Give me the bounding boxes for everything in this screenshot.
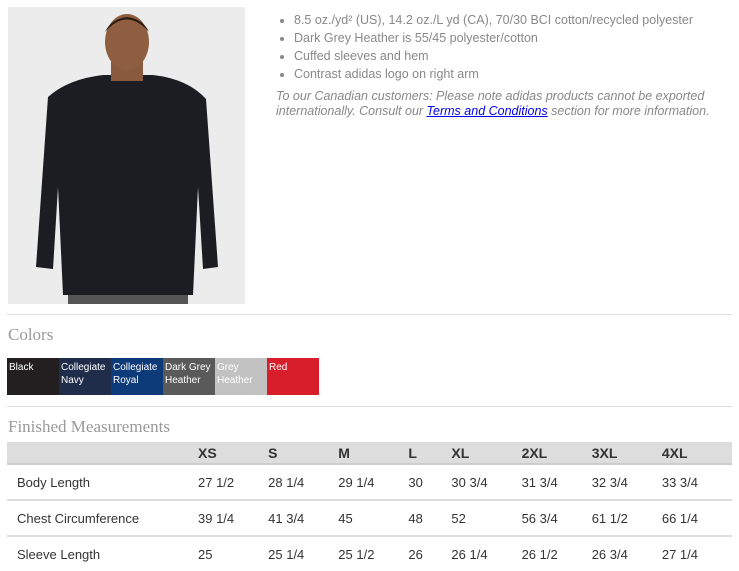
- measurement-cell: 31 3/4: [521, 464, 592, 501]
- divider: [7, 406, 732, 407]
- measurement-cell: 32 3/4: [591, 464, 662, 501]
- note-text: section for more information.: [547, 104, 710, 118]
- measurement-cell: 61 1/2: [591, 500, 662, 537]
- size-header: L: [408, 442, 452, 465]
- measurement-cell: 33 3/4: [661, 464, 732, 501]
- canada-note: To our Canadian customers: Please note a…: [276, 89, 716, 119]
- color-swatches: Black Collegiate Navy Collegiate Royal D…: [7, 358, 319, 395]
- swatch-black[interactable]: Black: [7, 358, 59, 395]
- measurements-table: XS S M L XL 2XL 3XL 4XL Body Length 27 1/…: [7, 442, 732, 571]
- feature-item: Dark Grey Heather is 55/45 polyester/cot…: [294, 32, 716, 45]
- table-row: Sleeve Length 25 25 1/4 25 1/2 26 26 1/4 26 1/…: [7, 536, 732, 571]
- measurement-cell: 28 1/4: [268, 464, 339, 501]
- feature-list: 8.5 oz./yd² (US), 14.2 oz./L yd (CA), 70…: [276, 14, 716, 81]
- row-label: Body Length: [7, 464, 198, 501]
- measurement-cell: 66 1/4: [661, 500, 732, 537]
- measurement-cell: 26: [408, 546, 423, 562]
- table-row: Chest Circumference 39 1/4 41 3/4 45 48 52 56 …: [7, 500, 732, 537]
- feature-item: Contrast adidas logo on right arm: [294, 68, 716, 81]
- divider: [7, 314, 732, 315]
- size-header: XL: [451, 442, 522, 465]
- table-header-row: XS S M L XL 2XL 3XL 4XL: [7, 442, 732, 465]
- swatch-grey-heather[interactable]: Grey Heather: [215, 358, 267, 395]
- size-header: M: [338, 442, 409, 465]
- measurement-cell: 25: [198, 546, 213, 562]
- measurement-cell: 39 1/4: [198, 500, 269, 537]
- swatch-collegiate-royal[interactable]: Collegiate Royal: [111, 358, 163, 395]
- measurement-cell: 26 1/4: [451, 546, 488, 562]
- measurement-cell: 56 3/4: [521, 500, 592, 537]
- header-blank: [7, 442, 198, 465]
- measurement-cell: 25 1/2: [338, 546, 375, 562]
- measurement-cell: 41 3/4: [268, 500, 339, 537]
- measurement-cell: 26 1/2: [521, 546, 558, 562]
- swatch-collegiate-navy[interactable]: Collegiate Navy: [59, 358, 111, 395]
- terms-link[interactable]: Terms and Conditions: [426, 104, 548, 118]
- product-details: 8.5 oz./yd² (US), 14.2 oz./L yd (CA), 70…: [276, 14, 716, 119]
- measurement-cell: 27 1/2: [198, 464, 269, 501]
- measurement-cell: 29 1/4: [338, 464, 409, 501]
- measurement-cell: 25 1/4: [268, 546, 305, 562]
- product-photo: [8, 7, 245, 304]
- size-header: 3XL: [591, 442, 662, 465]
- swatch-red[interactable]: Red: [267, 358, 319, 395]
- measurement-cell: 45: [338, 500, 409, 537]
- row-label: Sleeve Length: [17, 546, 101, 562]
- row-label: Chest Circumference: [7, 500, 198, 537]
- size-header: S: [268, 442, 339, 465]
- measurement-cell: 30 3/4: [451, 464, 522, 501]
- size-header: XS: [198, 442, 269, 465]
- swatch-dark-grey-heather[interactable]: Dark Grey Heather: [163, 358, 215, 395]
- size-header: 2XL: [521, 442, 592, 465]
- measurement-cell: 52: [451, 500, 522, 537]
- measurements-heading: Finished Measurements: [8, 417, 170, 436]
- table-row: Body Length 27 1/2 28 1/4 29 1/4 30 30 3/4 31 …: [7, 464, 732, 501]
- measurement-cell: 27 1/4: [661, 546, 698, 562]
- colors-heading: Colors: [8, 325, 54, 344]
- feature-item: 8.5 oz./yd² (US), 14.2 oz./L yd (CA), 70…: [294, 14, 716, 27]
- measurement-cell: 26 3/4: [591, 546, 628, 562]
- measurement-cell: 48: [408, 500, 452, 537]
- measurement-cell: 30: [408, 464, 452, 501]
- note-text: To our Canadian customers: Please note a…: [276, 89, 705, 118]
- feature-item: Cuffed sleeves and hem: [294, 50, 716, 63]
- size-header: 4XL: [661, 442, 732, 465]
